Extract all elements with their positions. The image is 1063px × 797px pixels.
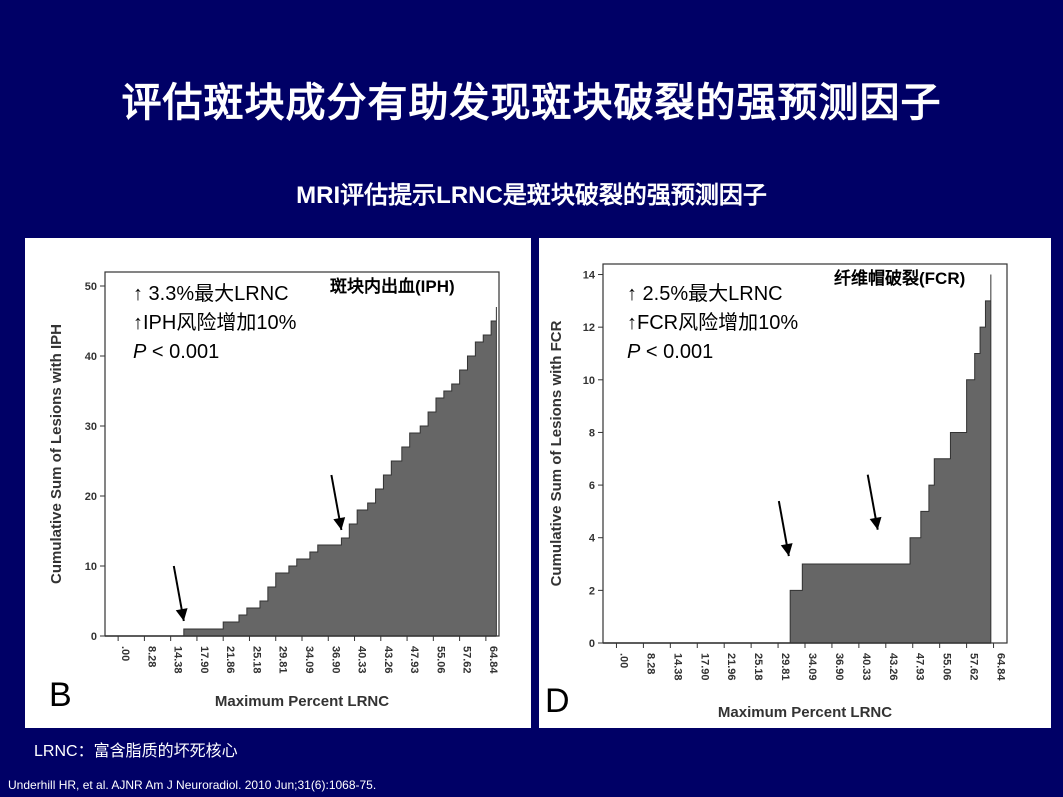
x-tick-label: 29.81 [277,646,289,674]
x-tick-label: 40.33 [356,646,368,674]
chart-panel-d: 0 2 4 6 8 10 12 14 .00 8.28 14.38 17.90 21.96 25.18 29… [539,238,1051,728]
p-symbol: P [627,341,641,363]
chart-iph: 0 10 20 30 40 50 .00 8.28 14.38 17.90 21.86 25.18 29… [48,271,500,710]
x-tick-label: .00 [617,653,629,668]
x-tick-label: 17.90 [198,646,210,674]
x-tick-label: 57.62 [461,646,473,674]
annotation-line-risk: ↑IPH风险增加10% [133,312,297,334]
y-tick-label: 8 [589,427,595,439]
y-axis-label: Cumulative Sum of Lesions with IPH [48,324,65,584]
x-tick-label: 17.90 [698,653,710,681]
y-tick-label: 4 [589,533,596,545]
chart-panel-b: 0 10 20 30 40 50 .00 8.28 14.38 17.90 21.86 25.18 29… [25,238,531,728]
x-tick-label: 36.90 [329,646,341,674]
cumulative-area [105,307,497,637]
arrow-head [333,517,346,530]
chart-title-fcr: 纤维帽破裂(FCR) [834,269,966,288]
chart-title-iph: 斑块内出血(IPH) [330,277,455,296]
x-tick-label: 14.38 [172,646,184,674]
x-tick-label: 47.93 [408,646,420,674]
p-value: < 0.001 [146,341,220,363]
y-tick-label: 14 [583,270,596,282]
y-tick-label: 40 [85,351,97,363]
y-tick-label: 12 [583,322,595,334]
x-tick-label: 55.06 [941,653,953,681]
panel-letter-d: D [545,682,570,720]
panel-letter-b: B [49,676,72,714]
x-tick-label: 8.28 [644,653,656,674]
x-tick-label: 55.06 [434,646,446,674]
x-tick-label: 64.84 [995,653,1007,681]
arrow-head [780,543,793,557]
x-tick-label: 36.90 [833,653,845,681]
x-tick-label: 21.96 [725,653,737,681]
x-tick-label: 29.81 [779,653,791,681]
chart-annotation: ↑ 2.5%最大LRNC ↑FCR风险增加10% P < 0.001 [627,280,798,367]
y-tick-label: 0 [91,631,97,643]
chart-annotation: ↑ 3.3%最大LRNC ↑IPH风险增加10% P < 0.001 [133,280,296,367]
x-tick-label: 40.33 [860,653,872,681]
x-tick-label: 43.26 [382,646,394,674]
y-tick-label: 50 [85,281,97,293]
x-tick-label: 8.28 [145,646,157,667]
citation: Underhill HR, et al. AJNR Am J Neuroradi… [8,778,377,792]
annotation-line-p: P < 0.001 [133,338,296,367]
y-tick-label: 6 [589,480,595,492]
p-value: < 0.001 [640,341,714,363]
arrow-head [869,516,882,530]
footnote: LRNC：富含脂质的坏死核心 [34,743,238,760]
x-tick-label: .00 [119,646,131,661]
annotation-line-lrnc: ↑ 2.5%最大LRNC [627,283,783,305]
annotation-line-p: P < 0.001 [627,338,798,367]
x-tick-label: 34.09 [806,653,818,681]
x-axis-label: Maximum Percent LRNC [718,704,892,721]
x-tick-label: 57.62 [968,653,980,681]
chart-fcr: 0 2 4 6 8 10 12 14 .00 8.28 14.38 17.90 21.96 25.18 29… [548,263,1008,721]
slide-title: 评估斑块成分有助发现斑块破裂的强预测因子 [121,81,942,125]
y-tick-label: 10 [583,375,595,387]
annotation-line-risk: ↑FCR风险增加10% [627,312,799,334]
slide-subtitle: MRI评估提示LRNC是斑块破裂的强预测因子 [296,182,767,209]
y-tick-label: 30 [85,421,97,433]
x-tick-label: 25.18 [752,653,764,681]
arrow-head [175,608,188,621]
y-tick-label: 2 [589,585,595,597]
y-tick-label: 10 [85,561,97,573]
y-tick-label: 0 [589,638,595,650]
cumulative-area [603,274,992,644]
x-tick-label: 64.84 [487,646,499,674]
x-tick-label: 34.09 [303,646,315,674]
x-tick-label: 43.26 [887,653,899,681]
x-axis-label: Maximum Percent LRNC [215,693,389,710]
x-tick-label: 21.86 [224,646,236,674]
y-axis-label: Cumulative Sum of Lesions with FCR [548,320,565,586]
p-symbol: P [133,341,147,363]
x-tick-label: 14.38 [671,653,683,681]
y-tick-label: 20 [85,491,97,503]
x-tick-label: 25.18 [250,646,262,674]
x-tick-label: 47.93 [914,653,926,681]
annotation-line-lrnc: ↑ 3.3%最大LRNC [133,283,289,305]
